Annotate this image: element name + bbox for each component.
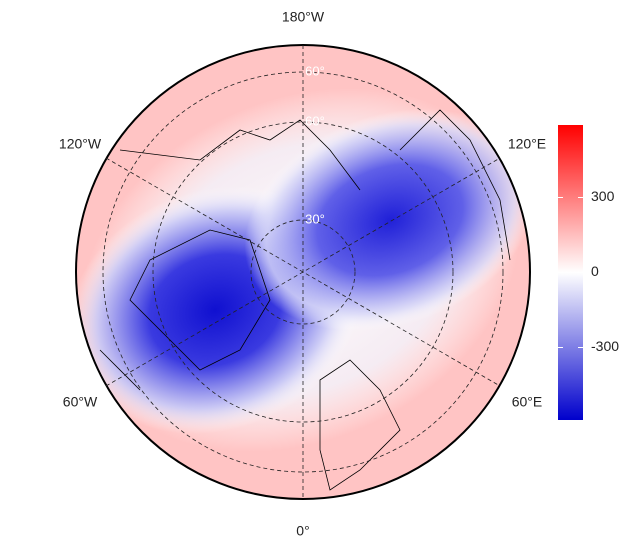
graticule (102, 45, 504, 499)
colorbar-tick-label: -300 (591, 338, 619, 354)
lon-label: 120°W (59, 136, 102, 152)
colorbar-tick-label: 0 (591, 263, 599, 279)
lat-label: 60° (305, 63, 325, 78)
lat-label: 60° (305, 113, 325, 128)
lon-label: 60°E (512, 394, 543, 410)
colorbar-tick-label: 300 (591, 188, 615, 204)
lon-label: 0° (296, 523, 309, 539)
lon-label: 60°W (63, 394, 98, 410)
lon-label: 120°E (508, 136, 546, 152)
lon-label: 180°W (282, 9, 325, 25)
lat-label: 30° (305, 211, 325, 226)
